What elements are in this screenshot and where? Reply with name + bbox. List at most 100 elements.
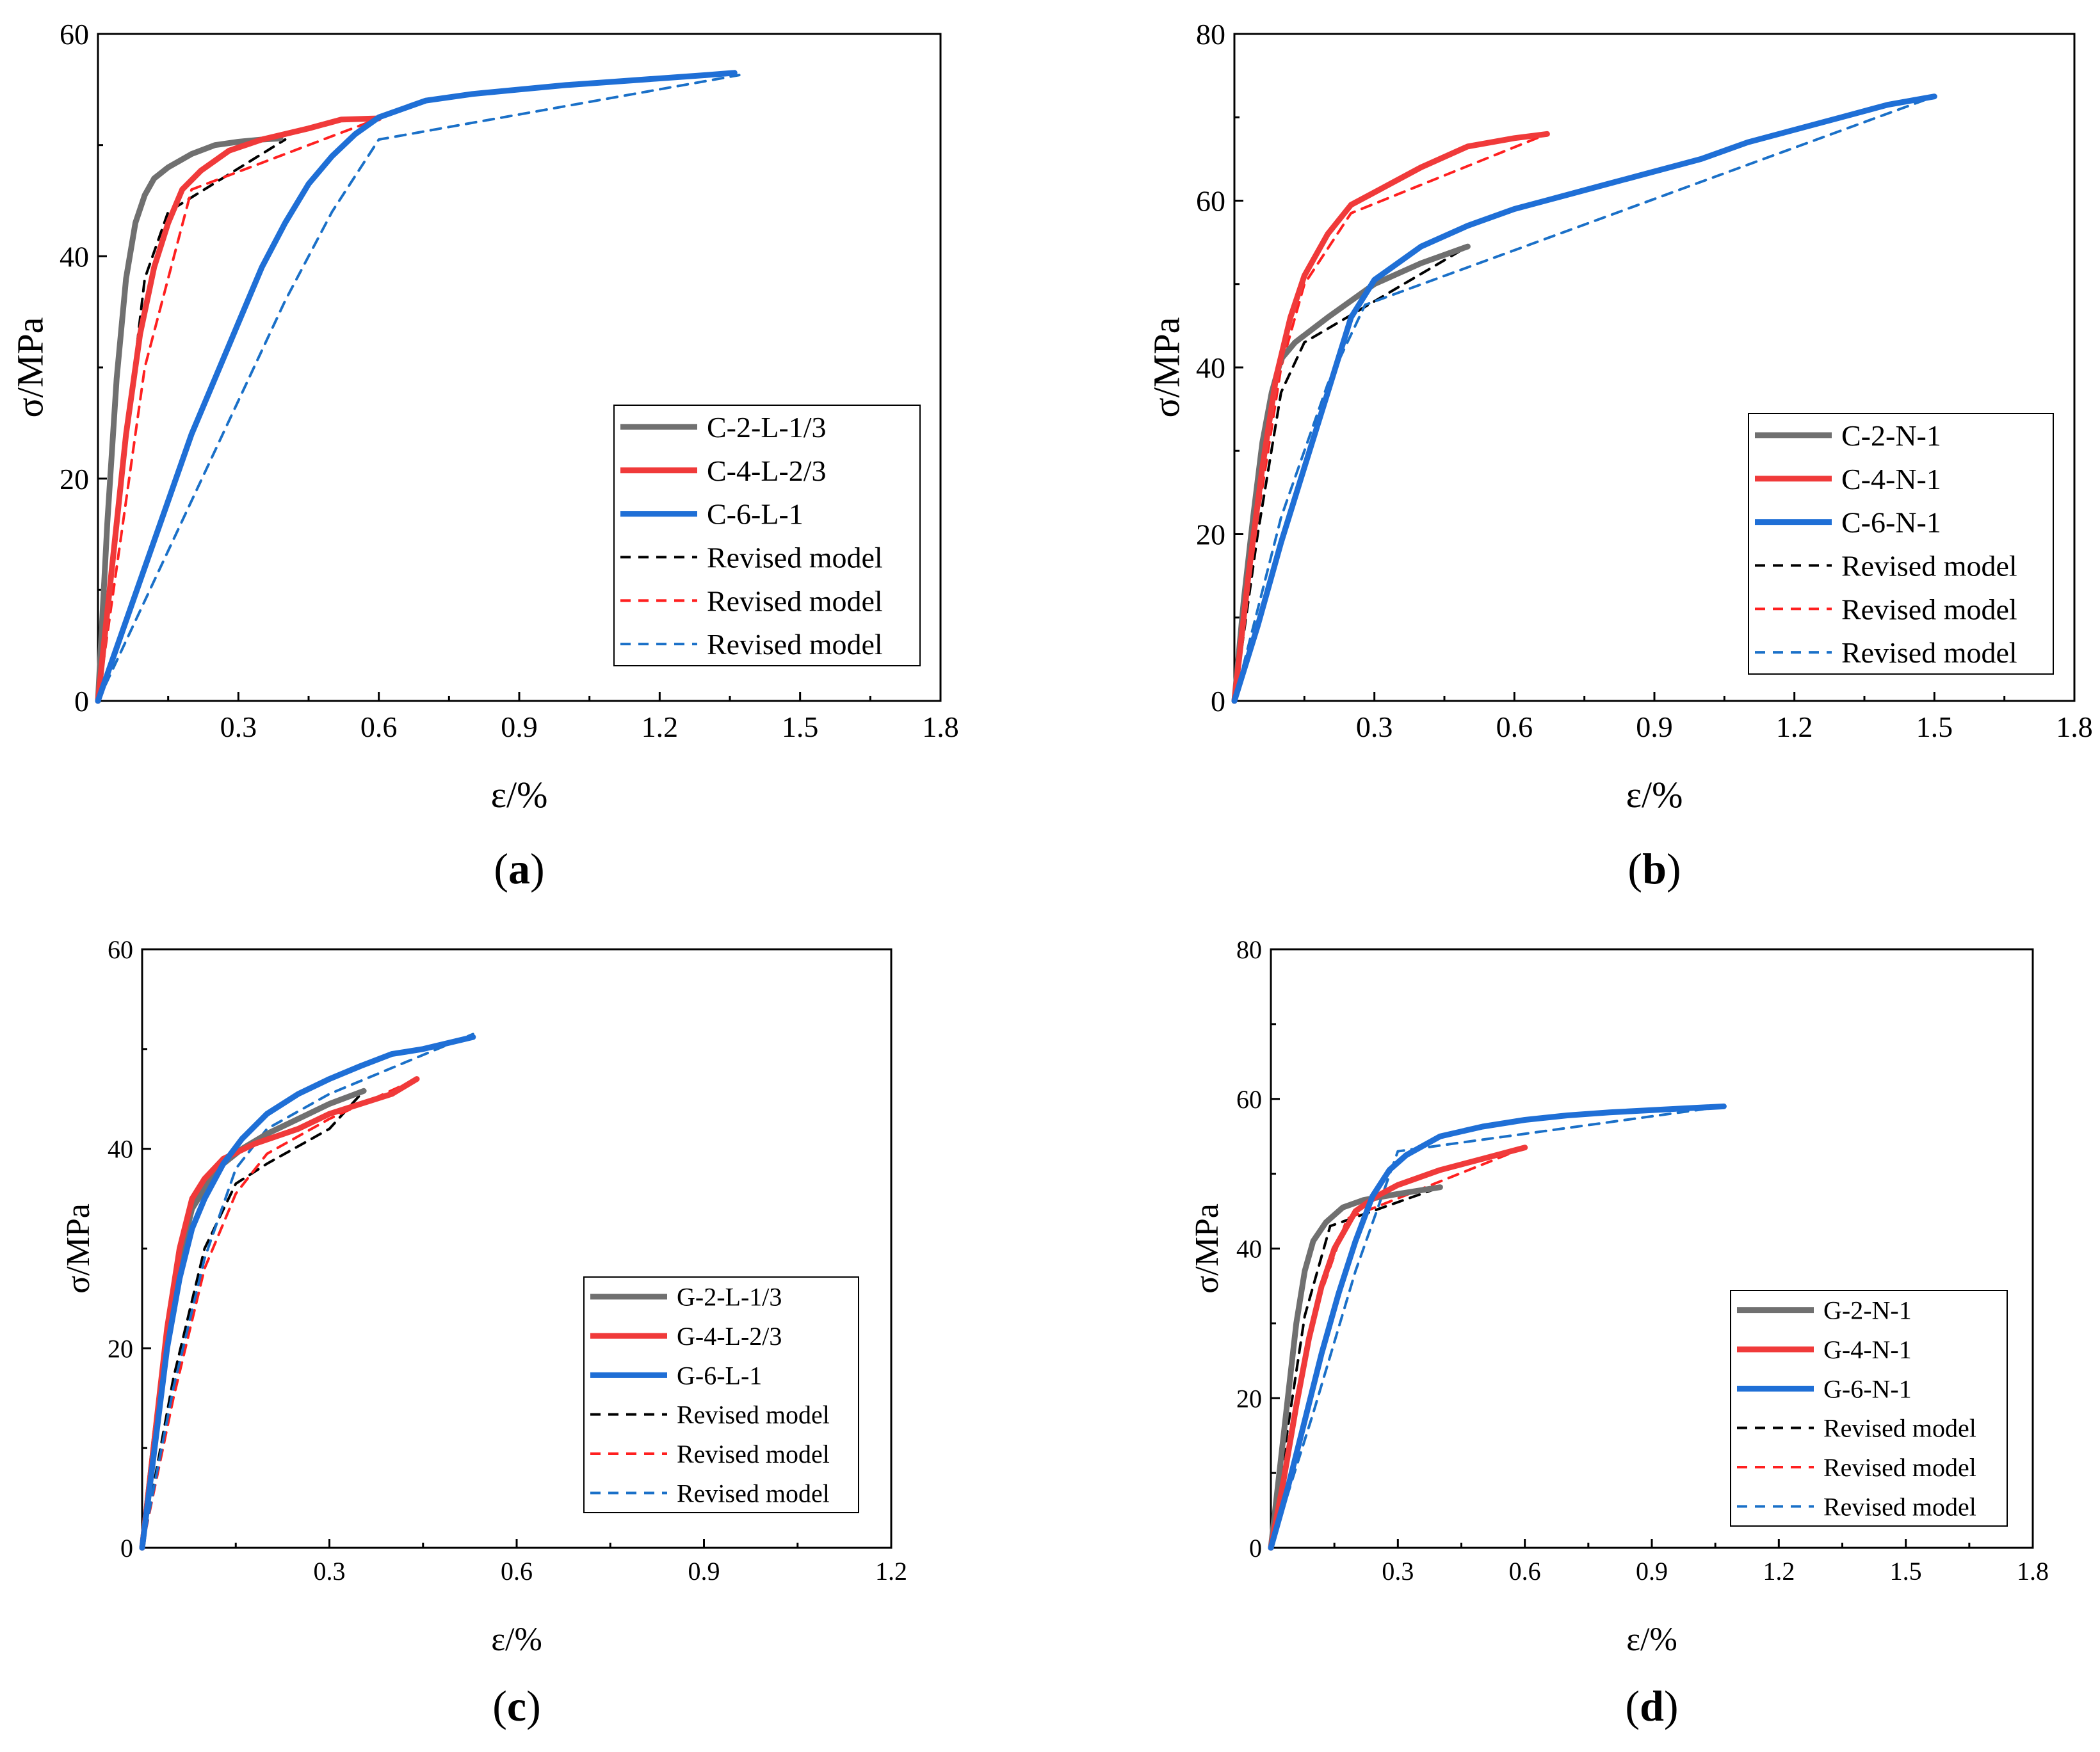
legend-label: C-6-N-1	[1841, 506, 1941, 539]
legend-label: G-6-N-1	[1823, 1374, 1912, 1403]
y-tick-label: 40	[1236, 1235, 1262, 1264]
x-tick-label: 0.6	[360, 711, 398, 743]
legend-label: Revised model	[677, 1479, 830, 1507]
series-line-model-blue_dash	[1270, 1105, 1725, 1549]
legend-label: G-2-L-1/3	[677, 1283, 782, 1312]
panel-caption: (b)	[1628, 844, 1681, 893]
y-axis-label: σ/MPa	[60, 1203, 97, 1294]
panel-caption: (c)	[492, 1682, 541, 1730]
x-tick-label: 0.6	[501, 1557, 533, 1586]
y-tick-label: 0	[120, 1534, 133, 1563]
series-line-G-6-L-1	[139, 1034, 476, 1551]
series-group	[139, 1033, 476, 1551]
series-line-model-black	[1233, 245, 1469, 702]
legend-box	[613, 405, 921, 666]
legend-label: Revised model	[1823, 1453, 1976, 1482]
x-tick-label: 1.2	[1763, 1557, 1795, 1586]
x-tick-label: 1.5	[782, 711, 819, 743]
x-axis-label: ε/%	[1626, 774, 1683, 816]
y-tick-label: 60	[60, 18, 89, 51]
y-tick-label: 20	[108, 1334, 133, 1363]
series-line-C-4-L-2/3	[95, 115, 382, 704]
y-tick-label: 20	[1236, 1384, 1262, 1413]
legend-label: Revised model	[1841, 550, 2017, 583]
y-tick-label: 0	[1249, 1534, 1262, 1563]
series-line-model-black	[141, 1089, 366, 1549]
y-tick-label: 20	[60, 463, 89, 495]
series-line-G-6-N-1	[1268, 1103, 1727, 1551]
y-tick-label: 60	[1196, 185, 1225, 218]
x-tick-label: 0.3	[1356, 711, 1393, 743]
x-tick-label: 0.3	[220, 711, 257, 743]
legend: C-2-L-1/3 C-4-L-2/3 C-6-L-1 Revised model Re…	[613, 405, 921, 666]
x-tick-label: 1.5	[1916, 711, 1953, 743]
y-axis-label: σ/MPa	[1145, 317, 1187, 418]
legend-label: Revised model	[1841, 636, 2017, 669]
series-group	[1268, 1103, 1727, 1551]
panel-caption: (d)	[1625, 1682, 1678, 1730]
panel-caption: (a)	[494, 844, 544, 893]
legend-label: C-4-L-2/3	[707, 454, 827, 487]
legend: C-2-N-1 C-4-N-1 C-6-N-1 Revised model Revise…	[1748, 413, 2054, 675]
series-line-C-6-N-1	[1231, 93, 1937, 704]
x-tick-label: 1.2	[875, 1557, 907, 1586]
x-tick-label: 1.5	[1890, 1557, 1922, 1586]
legend-label: C-2-L-1/3	[707, 411, 827, 444]
y-axis-label: σ/MPa	[9, 317, 51, 418]
y-tick-label: 0	[74, 685, 89, 718]
y-tick-label: 80	[1196, 18, 1225, 51]
series-group	[95, 70, 741, 704]
legend-label: Revised model	[677, 1440, 830, 1468]
series-line-G-2-L-1/3	[139, 1088, 367, 1551]
legend-label: C-6-L-1	[707, 498, 804, 531]
y-tick-label: 0	[1211, 685, 1225, 718]
x-tick-label: 0.3	[1382, 1557, 1414, 1586]
x-tick-label: 1.8	[2017, 1557, 2049, 1586]
x-tick-label: 0.9	[501, 711, 538, 743]
x-tick-label: 1.8	[922, 711, 959, 743]
legend-label: Revised model	[1823, 1492, 1976, 1521]
y-tick-label: 80	[1236, 935, 1262, 964]
legend-label: G-6-L-1	[677, 1361, 762, 1390]
x-tick-label: 1.8	[2056, 711, 2093, 743]
legend-label: G-2-N-1	[1823, 1296, 1912, 1325]
series-line-model-red_dash	[141, 1077, 418, 1549]
series-group	[1231, 93, 1937, 704]
legend-label: Revised model	[707, 542, 883, 574]
series-line-model-red_dash	[1233, 133, 1549, 702]
chart-panel-a: 0.3 0.6 0.9 1.2 1.5 1.8 0 20 40 60 ε/% σ/MPa C-2-L-1…	[9, 18, 958, 893]
chart-panel-c: 0.3 0.6 0.9 1.2 0 20 40 60 ε/% σ/MPa G-2-L-1/3 G-4-…	[60, 935, 907, 1730]
x-tick-label: 0.9	[688, 1557, 720, 1586]
series-line-model-red_dash	[97, 117, 380, 702]
series-line-G-4-L-2/3	[139, 1076, 420, 1551]
series-line-C-4-N-1	[1231, 131, 1550, 704]
legend-label: G-4-L-2/3	[677, 1322, 782, 1351]
y-tick-label: 40	[108, 1135, 133, 1164]
x-tick-label: 0.9	[1636, 1557, 1668, 1586]
x-tick-label: 0.3	[314, 1557, 346, 1586]
legend-box	[1748, 413, 2054, 675]
legend: G-2-N-1 G-4-N-1 G-6-N-1 Revised model Revise…	[1730, 1290, 2008, 1527]
series-line-G-4-N-1	[1268, 1145, 1528, 1551]
legend-label: Revised model	[677, 1401, 830, 1429]
legend-label: Revised model	[1841, 593, 2017, 625]
x-axis-label: ε/%	[491, 774, 548, 816]
legend-label: C-4-N-1	[1841, 463, 1941, 495]
legend-label: Revised model	[707, 584, 883, 617]
y-tick-label: 40	[1196, 351, 1225, 384]
legend-label: C-2-N-1	[1841, 419, 1941, 452]
series-line-model-blue_dash	[141, 1033, 474, 1549]
legend: G-2-L-1/3 G-4-L-2/3 G-6-L-1 Revised model Re…	[583, 1276, 859, 1513]
x-tick-label: 0.6	[1509, 1557, 1541, 1586]
legend-box	[1730, 1290, 2008, 1527]
legend-label: G-4-N-1	[1823, 1335, 1912, 1364]
y-tick-label: 60	[108, 935, 133, 964]
chart-panel-b: 0.3 0.6 0.9 1.2 1.5 1.8 0 20 40 60 80 ε/% σ/MPa C-2-N…	[1145, 18, 2092, 893]
legend-label: Revised model	[707, 628, 883, 661]
series-line-model-blue_dash	[97, 74, 741, 702]
series-line-C-2-L-1/3	[95, 135, 284, 704]
legend-label: Revised model	[1823, 1414, 1976, 1443]
y-tick-label: 40	[60, 240, 89, 273]
y-tick-label: 20	[1196, 518, 1225, 551]
